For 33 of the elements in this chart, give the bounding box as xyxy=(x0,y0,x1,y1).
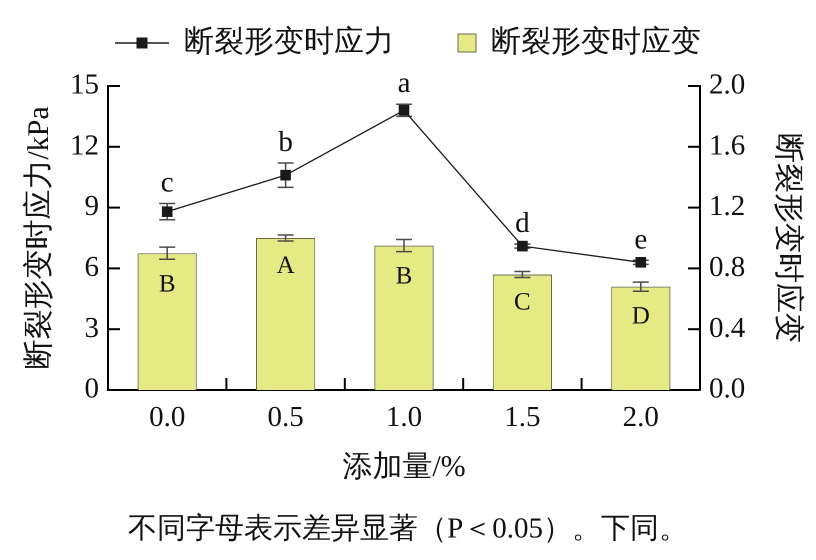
x-tick-label: 1.5 xyxy=(504,401,541,434)
y-tick-label: 15 xyxy=(70,68,99,101)
x-tick-label: 0.5 xyxy=(267,401,304,434)
data-label: d xyxy=(515,207,530,240)
y-tick-label: 3 xyxy=(84,312,99,344)
data-label: C xyxy=(514,288,531,316)
x-axis-title: 添加量/% xyxy=(342,450,466,483)
y2-tick-label: 1.6 xyxy=(709,129,746,162)
data-label: e xyxy=(634,223,648,256)
y-tick-label: 6 xyxy=(84,251,99,284)
y-tick-label: 9 xyxy=(84,190,99,222)
data-label: A xyxy=(276,252,295,280)
y2-axis-title: 断裂形变时应变 xyxy=(772,133,806,343)
data-label: c xyxy=(160,166,174,199)
x-tick-label: 2.0 xyxy=(622,401,659,434)
y2-tick-label: 1.2 xyxy=(709,190,746,222)
data-label: b xyxy=(278,126,293,158)
data-label: D xyxy=(632,302,650,330)
y2-tick-label: 0.4 xyxy=(709,312,746,344)
y-tick-label: 12 xyxy=(70,129,99,162)
x-tick-label: 1.0 xyxy=(386,401,422,434)
y-axis-title: 断裂形变时应力/kPa xyxy=(22,106,55,370)
data-label: B xyxy=(396,262,412,290)
y-tick-label: 0 xyxy=(84,372,99,405)
legend-label: 断裂形变时应力 xyxy=(184,24,394,58)
y2-tick-label: 0.0 xyxy=(709,372,746,405)
legend-label: 断裂形变时应变 xyxy=(491,24,701,58)
data-label: B xyxy=(158,270,176,298)
data-label: a xyxy=(398,67,411,100)
y2-tick-label: 2.0 xyxy=(709,68,746,101)
x-tick-label: 0.0 xyxy=(149,401,186,434)
text: 不同字母表示差异显著（P＜0.05）。下同。 xyxy=(128,512,688,545)
y2-tick-label: 0.8 xyxy=(709,251,746,284)
